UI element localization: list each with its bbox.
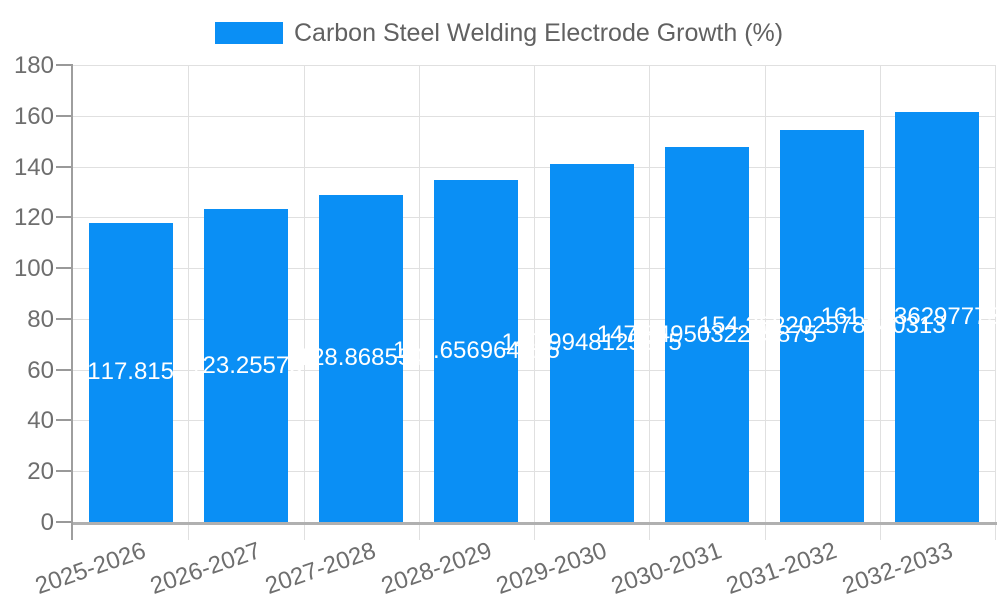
gridline-vertical [764, 65, 766, 540]
bar-value-label: 147.5495032265875 [596, 320, 817, 348]
legend-label: Carbon Steel Welding Electrode Growth (%… [294, 19, 784, 47]
bar-value-label: 123.25575 [189, 351, 303, 379]
legend-item[interactable]: Carbon Steel Welding Electrode Growth (%… [215, 18, 783, 48]
gridline-vertical [534, 65, 535, 540]
x-axis-label: 2026-2027 [147, 537, 265, 600]
y-axis-label: 180 [13, 52, 54, 79]
gridline-vertical [303, 65, 305, 540]
y-axis-tick [56, 267, 73, 270]
y-axis-label: 40 [27, 407, 54, 435]
legend-swatch [215, 22, 283, 44]
gridline-vertical [879, 65, 881, 540]
bar-value-label: 140.9948125975 [501, 329, 682, 356]
y-axis-label: 20 [27, 458, 54, 486]
bar [88, 222, 173, 522]
x-axis-label: 2025-2026 [31, 537, 150, 600]
bar [319, 194, 404, 522]
y-axis-line [71, 65, 73, 540]
gridline-vertical [188, 65, 190, 540]
y-axis-label: 160 [13, 102, 54, 130]
gridline-vertical [418, 65, 420, 540]
y-axis-tick [56, 216, 73, 219]
y-axis-tick [56, 165, 73, 168]
x-axis-label: 2030-2031 [608, 537, 726, 600]
y-axis-tick [56, 368, 73, 371]
bar [549, 164, 634, 522]
bar [664, 147, 749, 522]
y-axis-label: 80 [27, 305, 54, 333]
y-axis-tick [56, 64, 73, 66]
x-axis-label: 2031-2032 [723, 537, 841, 600]
bar-value-label: 154.252202578440313 [698, 312, 946, 340]
x-axis-label: 2032-2033 [838, 537, 956, 600]
bar [434, 180, 519, 522]
gridline-vertical [995, 65, 996, 540]
y-axis-label: 120 [13, 204, 54, 232]
x-axis-line [73, 522, 997, 525]
x-axis-label: 2029-2030 [492, 537, 611, 600]
x-axis-label: 2027-2028 [262, 537, 380, 600]
y-axis-label: 0 [40, 509, 54, 536]
y-axis-label: 100 [13, 255, 54, 283]
y-axis-tick [56, 114, 73, 117]
bar-value-label: 128.868554 [297, 344, 425, 372]
y-axis-tick [56, 521, 73, 523]
gridline-vertical [649, 65, 651, 540]
y-axis-tick [56, 470, 73, 473]
bar [203, 209, 288, 522]
y-axis-label: 140 [13, 153, 54, 181]
bar-value-label: 161.44362977734375 [820, 303, 1000, 331]
y-axis-tick [56, 419, 73, 422]
y-axis-tick [56, 317, 73, 320]
x-axis-label: 2028-2029 [377, 537, 495, 600]
bar [895, 112, 980, 522]
bar-value-label: 134.656964125 [392, 337, 560, 365]
bar-value-label: 117.815 [87, 358, 175, 386]
bar [780, 130, 865, 522]
y-axis-label: 60 [27, 356, 54, 384]
